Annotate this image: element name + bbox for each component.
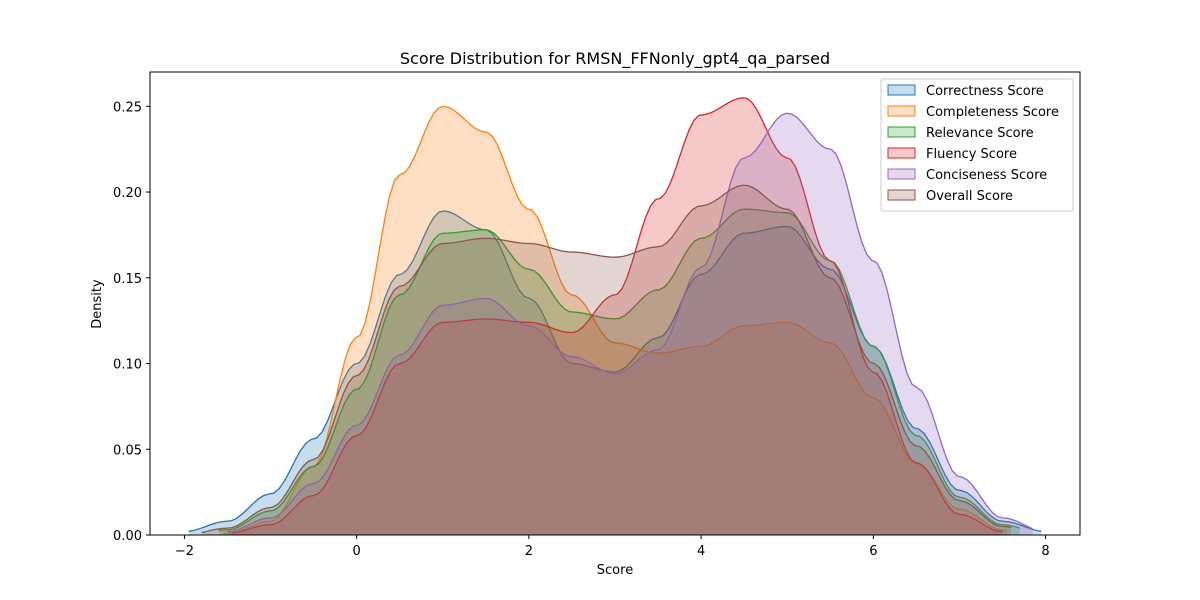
legend-label: Fluency Score [926,147,1017,162]
legend-label: Overall Score [926,189,1013,204]
x-tick-label: 0 [353,544,361,559]
x-axis-label: Score [597,563,633,578]
density-area-4 [231,97,1003,535]
legend-label: Conciseness Score [926,168,1047,183]
y-tick-label: 0.10 [113,358,142,373]
x-tick-label: 2 [525,544,533,559]
legend-swatch [887,189,916,201]
chart-title: Score Distribution for RMSN_FFNonly_gpt4… [400,49,830,69]
density-area-2 [223,106,1007,535]
density-line-5 [227,112,1033,533]
legend-label: Correctness Score [926,84,1044,99]
density-area-6 [201,185,1012,535]
legend-swatch [887,126,916,138]
y-tick-label: 0.00 [113,529,142,544]
density-area-3 [218,209,1020,535]
legend-label: Completeness Score [926,105,1059,120]
y-tick-label: 0.25 [113,100,142,115]
density-line-1 [188,210,1042,532]
legend: Correctness Score Completeness Score Relev… [880,78,1074,212]
y-tick-label: 0.15 [113,272,142,287]
legend-swatch [887,84,916,96]
legend-swatch [887,168,916,180]
legend-swatch [887,105,916,117]
x-tick-label: −2 [175,544,194,559]
y-tick-label: 0.05 [113,443,142,458]
y-tick-label: 0.20 [113,186,142,201]
legend-label: Relevance Score [926,126,1034,141]
density-line-2 [223,105,1007,534]
axes: −2 0 2 4 6 8 0.00 0.05 0.10 0.15 0.20 0.25 [113,71,1081,559]
x-tick-label: 6 [869,544,877,559]
plot-frame [149,71,1081,536]
density-line-3 [218,208,1020,531]
density-area-1 [188,210,1042,535]
density-areas [188,97,1042,535]
density-area-5 [227,113,1033,535]
x-tick-label: 4 [697,544,705,559]
density-line-4 [231,97,1003,534]
y-axis-label: Density [90,279,105,329]
legend-swatch [887,147,916,159]
legend-box [880,78,1074,212]
x-tick-label: 8 [1041,544,1049,559]
density-line-6 [201,184,1012,534]
